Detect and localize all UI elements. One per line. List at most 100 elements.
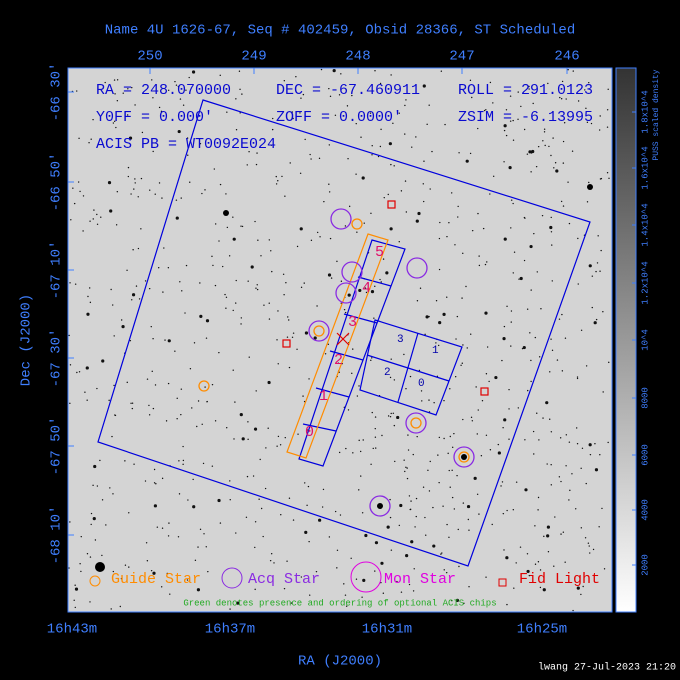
star bbox=[324, 353, 327, 355]
star bbox=[528, 85, 530, 88]
star bbox=[492, 102, 494, 104]
star bbox=[146, 560, 149, 562]
star bbox=[438, 268, 441, 271]
star bbox=[129, 339, 132, 342]
star bbox=[454, 376, 457, 378]
star bbox=[379, 278, 381, 281]
star bbox=[141, 131, 144, 134]
star bbox=[257, 239, 259, 241]
star bbox=[199, 282, 201, 284]
star bbox=[306, 504, 308, 507]
star bbox=[254, 588, 256, 591]
star bbox=[512, 508, 515, 511]
star bbox=[80, 535, 82, 538]
star bbox=[517, 118, 519, 121]
star bbox=[550, 431, 553, 433]
star bbox=[78, 137, 80, 140]
star bbox=[128, 566, 130, 568]
fid-light bbox=[480, 387, 489, 396]
star bbox=[505, 556, 509, 560]
star bbox=[448, 469, 450, 472]
star bbox=[214, 420, 217, 422]
chip-label: 0 bbox=[305, 424, 314, 441]
star bbox=[550, 484, 553, 486]
star bbox=[74, 584, 76, 586]
colorbar-tick-label: 2000 bbox=[640, 554, 650, 576]
star bbox=[421, 400, 423, 402]
colorbar-tick-label: 10^4 bbox=[640, 329, 650, 351]
star bbox=[606, 171, 609, 174]
star bbox=[543, 535, 545, 538]
star bbox=[440, 70, 443, 72]
star bbox=[76, 90, 78, 92]
star bbox=[284, 436, 286, 439]
star bbox=[264, 487, 267, 490]
star bbox=[485, 373, 488, 375]
star bbox=[182, 459, 185, 462]
plot-frame bbox=[67, 67, 613, 613]
star bbox=[489, 81, 492, 84]
star bbox=[364, 533, 368, 538]
star bbox=[93, 464, 97, 469]
star bbox=[468, 586, 470, 588]
star bbox=[281, 175, 283, 178]
star bbox=[584, 537, 587, 539]
star bbox=[180, 197, 182, 199]
star bbox=[254, 546, 256, 549]
star bbox=[437, 454, 439, 456]
star bbox=[164, 339, 166, 341]
star bbox=[241, 225, 244, 228]
star bbox=[567, 181, 569, 183]
star bbox=[383, 196, 385, 199]
guide-stars bbox=[198, 218, 470, 463]
star bbox=[409, 508, 412, 511]
star bbox=[551, 244, 553, 246]
star bbox=[580, 329, 583, 331]
star bbox=[185, 89, 187, 91]
star bbox=[350, 557, 352, 560]
star bbox=[185, 264, 188, 267]
star bbox=[552, 137, 554, 139]
star bbox=[113, 384, 115, 387]
star bbox=[292, 117, 294, 120]
star bbox=[554, 516, 556, 518]
star bbox=[199, 142, 202, 145]
star bbox=[585, 482, 587, 485]
star bbox=[554, 162, 557, 164]
star bbox=[515, 562, 517, 564]
star bbox=[407, 449, 410, 451]
star bbox=[562, 162, 565, 164]
star bbox=[152, 150, 154, 153]
star bbox=[345, 447, 347, 450]
chip-label: 2 bbox=[384, 367, 391, 379]
star bbox=[558, 318, 561, 320]
star bbox=[405, 388, 407, 390]
star bbox=[559, 437, 562, 439]
star bbox=[86, 553, 89, 555]
star bbox=[406, 467, 408, 469]
star bbox=[407, 434, 409, 436]
star bbox=[571, 473, 573, 475]
star bbox=[270, 144, 272, 146]
star bbox=[182, 104, 185, 106]
star bbox=[598, 129, 601, 131]
star bbox=[332, 69, 336, 73]
star bbox=[174, 80, 176, 83]
star bbox=[475, 386, 477, 388]
star bbox=[390, 74, 392, 76]
star bbox=[417, 211, 421, 216]
star bbox=[382, 258, 385, 260]
star bbox=[89, 220, 91, 222]
star bbox=[458, 565, 460, 568]
star bbox=[537, 496, 540, 499]
star bbox=[167, 339, 171, 343]
star bbox=[551, 349, 554, 352]
star bbox=[476, 433, 478, 435]
star bbox=[302, 395, 304, 397]
star bbox=[214, 284, 217, 287]
star bbox=[134, 182, 136, 184]
star bbox=[370, 463, 372, 465]
star bbox=[380, 281, 382, 283]
star bbox=[561, 313, 563, 316]
